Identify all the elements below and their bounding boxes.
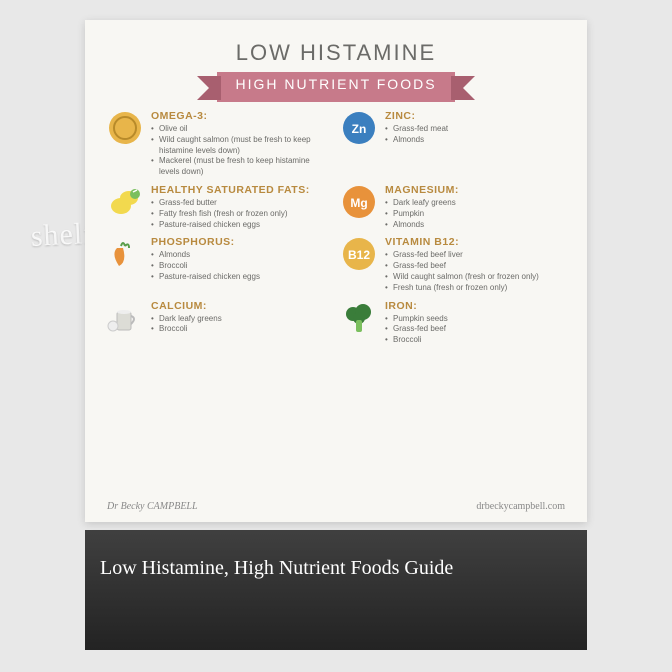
section-b12: B12 VITAMIN B12: Grass-fed beef liverGras… (341, 236, 565, 293)
brand: Dr Becky CAMPBELL (107, 501, 198, 512)
footer-url: drbeckycampbell.com (476, 501, 565, 512)
item-list: Grass-fed beef liverGrass-fed beefWild c… (385, 250, 565, 293)
nutrient-grid: OMEGA-3: Olive oilWild caught salmon (mus… (107, 110, 565, 346)
list-item: Broccoli (385, 335, 565, 346)
section-title: VITAMIN B12: (385, 236, 565, 248)
brand-name: Becky CAMPBELL (121, 501, 198, 512)
list-item: Wild caught salmon (fresh or frozen only… (385, 272, 565, 283)
list-item: Pasture-raised chicken eggs (151, 272, 331, 283)
iron-icon (341, 300, 377, 336)
list-item: Grass-fed meat (385, 124, 565, 135)
list-item: Fatty fresh fish (fresh or frozen only) (151, 209, 331, 220)
list-item: Olive oil (151, 124, 331, 135)
list-item: Dark leafy greens (151, 314, 331, 325)
item-list: Pumpkin seedsGrass-fed beefBroccoli (385, 314, 565, 346)
list-item: Almonds (385, 220, 565, 231)
zinc-icon: Zn (341, 110, 377, 146)
item-list: Grass-fed butterFatty fresh fish (fresh … (151, 198, 331, 230)
below-card-overlay (85, 530, 587, 650)
brand-prefix: Dr (107, 501, 118, 512)
section-omega3: OMEGA-3: Olive oilWild caught salmon (mus… (107, 110, 331, 178)
list-item: Wild caught salmon (must be fresh to kee… (151, 135, 331, 157)
section-body: MAGNESIUM: Dark leafy greensPumpkinAlmond… (385, 184, 565, 230)
calcium-icon (107, 300, 143, 336)
list-item: Grass-fed beef liver (385, 250, 565, 261)
section-calcium: CALCIUM: Dark leafy greensBroccoli (107, 300, 331, 346)
svg-text:Zn: Zn (352, 122, 367, 136)
list-item: Broccoli (151, 261, 331, 272)
section-zinc: Zn ZINC: Grass-fed meatAlmonds (341, 110, 565, 178)
item-list: AlmondsBroccoliPasture-raised chicken eg… (151, 250, 331, 282)
section-phosphorus: PHOSPHORUS: AlmondsBroccoliPasture-raised… (107, 236, 331, 293)
list-item: Fresh tuna (fresh or frozen only) (385, 283, 565, 294)
list-item: Mackerel (must be fresh to keep histamin… (151, 156, 331, 178)
section-fats: HEALTHY SATURATED FATS: Grass-fed butterF… (107, 184, 331, 230)
section-body: OMEGA-3: Olive oilWild caught salmon (mus… (151, 110, 331, 178)
list-item: Pasture-raised chicken eggs (151, 220, 331, 231)
main-title: LOW HISTAMINE (107, 40, 565, 66)
section-title: MAGNESIUM: (385, 184, 565, 196)
item-list: Dark leafy greensPumpkinAlmonds (385, 198, 565, 230)
fats-icon (107, 184, 143, 220)
section-title: PHOSPHORUS: (151, 236, 331, 248)
section-body: PHOSPHORUS: AlmondsBroccoliPasture-raised… (151, 236, 331, 282)
item-list: Dark leafy greensBroccoli (151, 314, 331, 336)
omega3-icon (107, 110, 143, 146)
section-title: OMEGA-3: (151, 110, 331, 122)
phosphorus-icon (107, 236, 143, 272)
section-title: CALCIUM: (151, 300, 331, 312)
item-list: Olive oilWild caught salmon (must be fre… (151, 124, 331, 178)
list-item: Pumpkin (385, 209, 565, 220)
footer: Dr Becky CAMPBELL drbeckycampbell.com (107, 501, 565, 512)
svg-text:B12: B12 (348, 248, 370, 262)
list-item: Grass-fed beef (385, 261, 565, 272)
list-item: Grass-fed beef (385, 324, 565, 335)
list-item: Almonds (385, 135, 565, 146)
b12-icon: B12 (341, 236, 377, 272)
list-item: Pumpkin seeds (385, 314, 565, 325)
section-title: IRON: (385, 300, 565, 312)
section-magnesium: Mg MAGNESIUM: Dark leafy greensPumpkinAlm… (341, 184, 565, 230)
banner-wrap: HIGH NUTRIENT FOODS (107, 72, 565, 102)
section-body: IRON: Pumpkin seedsGrass-fed beefBroccoli (385, 300, 565, 346)
infographic-card: LOW HISTAMINE HIGH NUTRIENT FOODS OMEGA-… (85, 20, 587, 522)
section-title: ZINC: (385, 110, 565, 122)
list-item: Grass-fed butter (151, 198, 331, 209)
below-card-title: Low Histamine, High Nutrient Foods Guide (100, 555, 570, 581)
list-item: Dark leafy greens (385, 198, 565, 209)
section-body: ZINC: Grass-fed meatAlmonds (385, 110, 565, 146)
section-iron: IRON: Pumpkin seedsGrass-fed beefBroccoli (341, 300, 565, 346)
section-body: CALCIUM: Dark leafy greensBroccoli (151, 300, 331, 336)
list-item: Broccoli (151, 324, 331, 335)
item-list: Grass-fed meatAlmonds (385, 124, 565, 146)
section-body: VITAMIN B12: Grass-fed beef liverGrass-fe… (385, 236, 565, 293)
svg-text:Mg: Mg (350, 196, 367, 210)
section-title: HEALTHY SATURATED FATS: (151, 184, 331, 196)
section-body: HEALTHY SATURATED FATS: Grass-fed butterF… (151, 184, 331, 230)
list-item: Almonds (151, 250, 331, 261)
banner: HIGH NUTRIENT FOODS (217, 72, 454, 102)
magnesium-icon: Mg (341, 184, 377, 220)
